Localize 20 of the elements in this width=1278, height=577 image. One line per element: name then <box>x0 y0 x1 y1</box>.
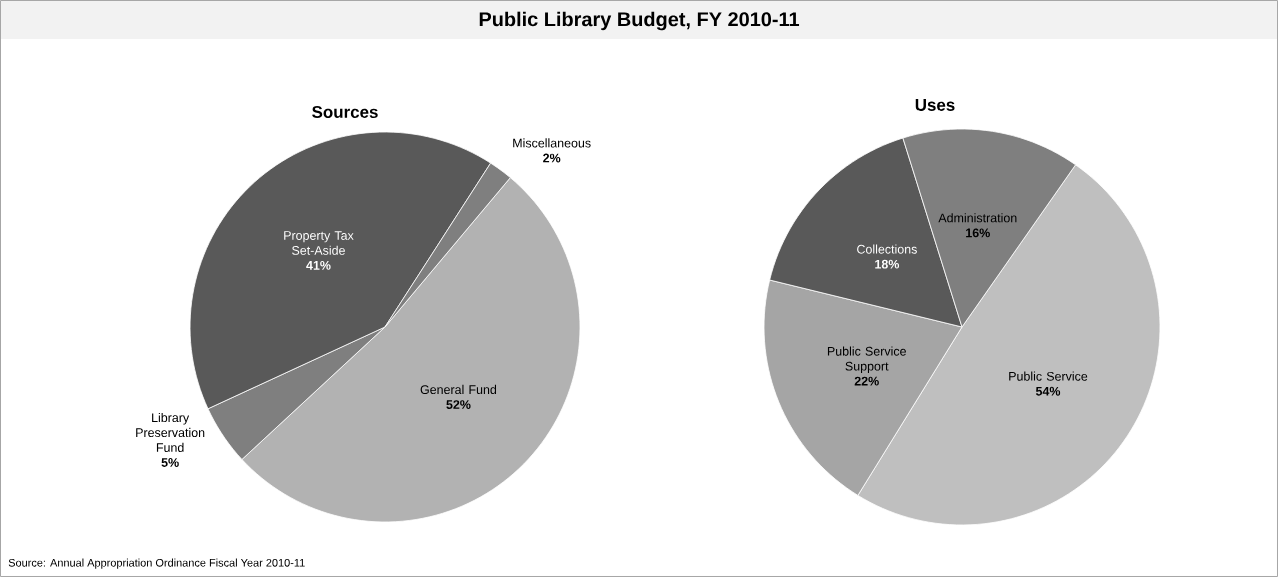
source-note: Source: Annual Appropriation Ordinance Fiscal Year 2010-11 <box>8 558 305 569</box>
data-label: 5% <box>161 458 179 467</box>
slice-label: Collections <box>857 244 917 254</box>
text: Public Library Budget, FY 2010-11 <box>479 11 800 31</box>
chart-title: Sources <box>312 106 378 118</box>
slice-label: Administration <box>938 213 1017 223</box>
data-label: 52% <box>446 400 471 409</box>
slice-label: Public Service Support <box>827 346 906 374</box>
data-label: 22% <box>854 376 879 386</box>
slice-label: General Fund <box>420 384 497 395</box>
slice-label: Public Service <box>1009 371 1088 381</box>
chart-title: Uses <box>915 99 955 111</box>
slice-label: Miscellaneous <box>513 138 591 148</box>
data-label: 2% <box>543 153 561 163</box>
slice-label: Library Preservation Fund <box>136 412 205 452</box>
slice-label: Property Tax Set-Aside <box>284 231 354 255</box>
data-label: 41% <box>306 260 331 270</box>
data-label: 16% <box>966 228 990 238</box>
data-label: 54% <box>1035 386 1061 396</box>
data-label: 18% <box>875 259 900 269</box>
